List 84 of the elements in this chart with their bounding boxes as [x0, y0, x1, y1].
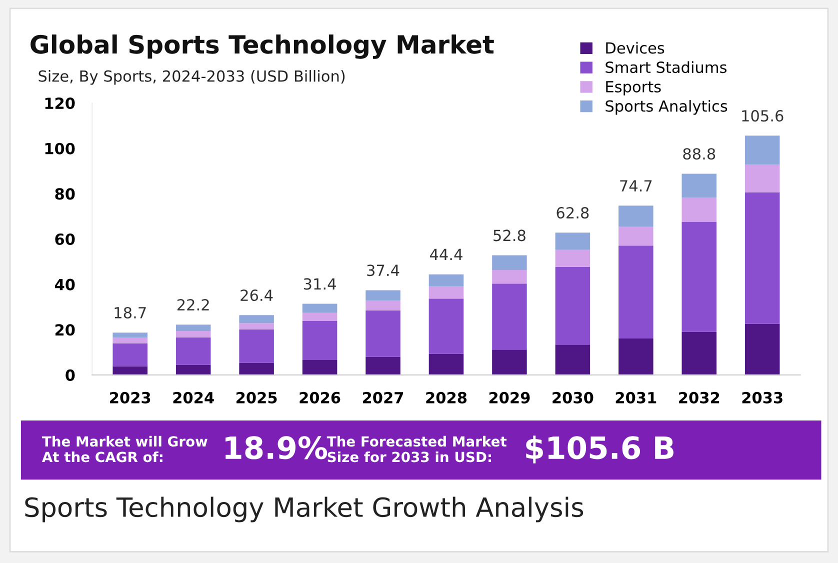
bar — [302, 312, 338, 322]
legend-label: Smart Stadiums — [606, 61, 727, 74]
bar — [492, 350, 527, 375]
x-tick-label: 2030 — [552, 392, 594, 404]
bar — [176, 364, 211, 375]
total-label: 74.7 — [620, 180, 652, 192]
total-label: 88.8 — [683, 148, 716, 160]
text: $105.6 B — [526, 436, 674, 464]
bar — [555, 344, 590, 375]
x-tick-label: 2032 — [679, 392, 720, 404]
bar — [112, 343, 148, 366]
bar — [492, 270, 527, 284]
bar — [682, 332, 717, 375]
text: The Forecasted Market Size for 2033 in USD: — [326, 436, 507, 462]
bar — [366, 356, 400, 375]
total-label: 26.4 — [240, 290, 273, 302]
bar — [428, 274, 464, 286]
bar — [744, 164, 780, 192]
bar — [302, 321, 338, 360]
bar — [555, 232, 590, 250]
bar — [555, 250, 590, 267]
total-label: 37.4 — [367, 264, 400, 276]
y-tick-label: 100 — [45, 142, 75, 154]
text: The Market will Grow At the CAGR of: — [42, 436, 208, 462]
legend-label: Sports Analytics — [606, 100, 728, 115]
bar — [239, 329, 274, 363]
bar — [239, 323, 274, 330]
chart-subtitle: Size, By Sports, 2024-2033 (USD Billion) — [38, 70, 345, 85]
bar — [366, 300, 400, 310]
bar — [744, 324, 780, 375]
bar — [302, 360, 338, 375]
x-tick-label: 2033 — [742, 392, 782, 404]
x-tick-label: 2028 — [426, 392, 467, 404]
bar — [428, 286, 464, 299]
legend-label: Devices — [606, 42, 664, 54]
y-tick-label: 120 — [45, 97, 75, 110]
bar — [239, 315, 274, 324]
bar — [618, 246, 654, 338]
bar — [112, 338, 148, 344]
bar — [618, 206, 654, 227]
y-tick-label: 80 — [55, 188, 75, 200]
bar — [744, 192, 780, 324]
bar — [366, 310, 400, 357]
total-label: 52.8 — [494, 230, 526, 242]
text: Sports Technology Market Growth Analysis — [25, 496, 584, 522]
x-tick-label: 2029 — [489, 392, 530, 404]
y-tick-label: 40 — [54, 278, 75, 290]
bar — [302, 304, 338, 313]
legend-label: Esports — [606, 81, 661, 96]
bar — [492, 284, 527, 350]
bar — [112, 332, 148, 338]
bar — [176, 337, 211, 365]
y-tick-label: 20 — [55, 324, 75, 336]
y-tick-label: 60 — [55, 233, 75, 246]
total-label: 62.8 — [556, 207, 589, 219]
bar — [682, 198, 717, 222]
bar — [112, 366, 148, 375]
x-tick-label: 2027 — [362, 392, 404, 404]
total-label: 18.7 — [114, 306, 146, 319]
bar — [239, 362, 274, 375]
x-tick-label: 2026 — [300, 392, 340, 404]
bar — [682, 222, 717, 332]
bar — [618, 226, 654, 246]
total-label: 105.6 — [742, 110, 784, 122]
x-tick-label: 2031 — [616, 392, 656, 404]
bar — [618, 338, 654, 375]
bar — [428, 354, 464, 375]
bar — [682, 174, 717, 198]
bar — [176, 324, 211, 331]
bar — [428, 298, 464, 354]
y-tick-label: 0 — [66, 369, 75, 381]
bar — [744, 136, 780, 165]
bar — [176, 330, 211, 338]
bar — [555, 266, 590, 345]
chart-title: Global Sports Technology Market — [30, 34, 494, 59]
x-tick-label: 2025 — [236, 392, 277, 404]
x-tick-label: 2024 — [173, 392, 214, 404]
x-tick-label: 2023 — [110, 392, 150, 404]
total-label: 44.4 — [430, 248, 462, 260]
bar — [366, 290, 400, 301]
total-label: 31.4 — [304, 278, 336, 290]
total-label: 22.2 — [177, 299, 209, 310]
bar — [492, 255, 527, 270]
text: 18.9% — [226, 436, 328, 460]
